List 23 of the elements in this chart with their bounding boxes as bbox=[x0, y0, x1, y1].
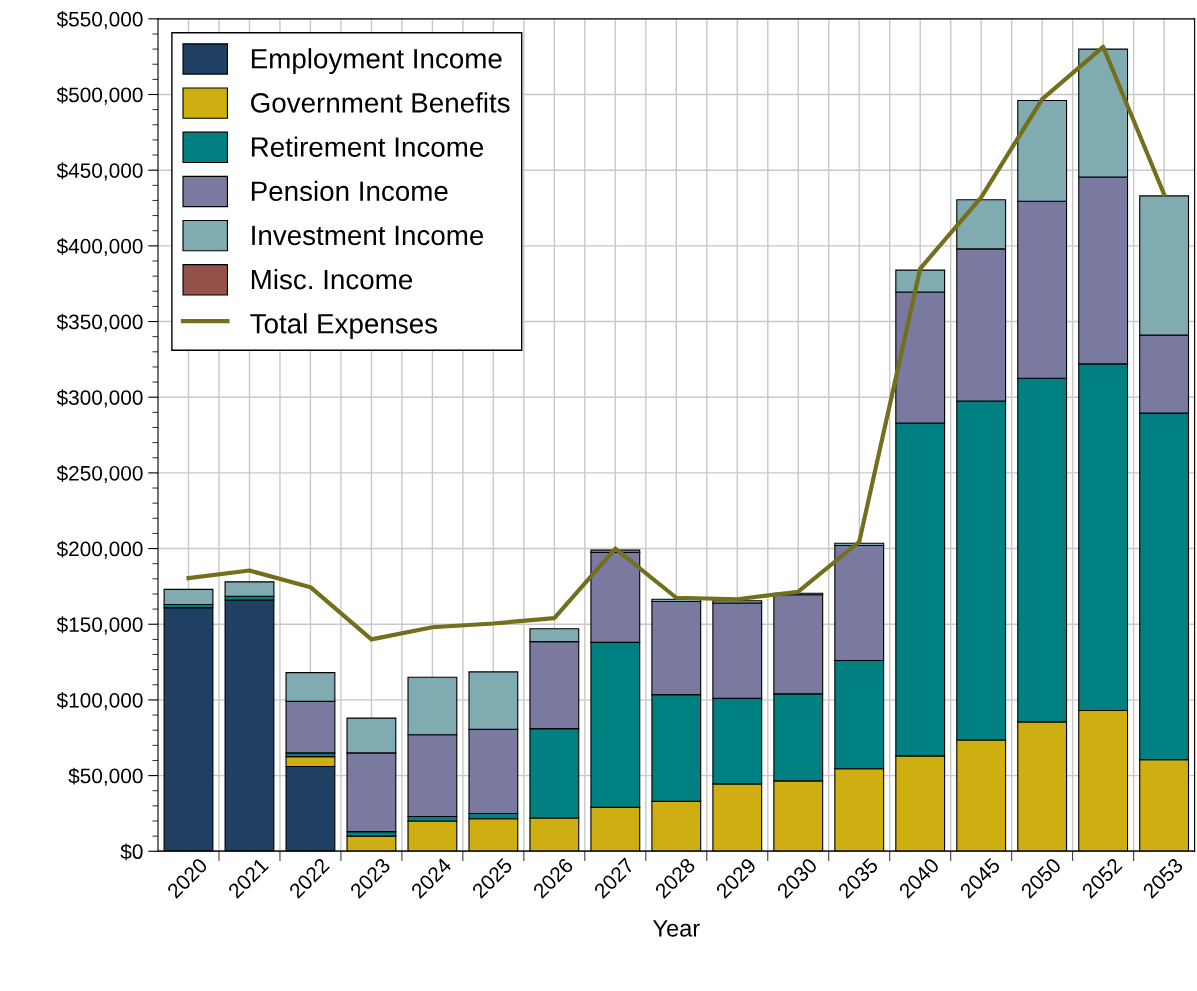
bar bbox=[163, 588, 214, 606]
y-tick-label: $350,000 bbox=[56, 313, 143, 332]
y-tick-label: $300,000 bbox=[56, 389, 143, 408]
y-tick-label: $250,000 bbox=[56, 465, 143, 484]
legend-label: Total Expenses bbox=[250, 313, 438, 340]
y-tick-label: $0 bbox=[120, 843, 143, 861]
legend-label: Retirement Income bbox=[251, 136, 484, 157]
y-tick-label: $100,000 bbox=[56, 692, 143, 711]
y-tick-label: $550,000 bbox=[56, 10, 143, 30]
y-tick-label: $200,000 bbox=[56, 540, 143, 559]
y-tick-label: $150,000 bbox=[56, 616, 143, 635]
y-tick-label: $400,000 bbox=[56, 237, 143, 257]
legend-label: Investment Income bbox=[252, 225, 484, 246]
legend-label: Misc. Income bbox=[251, 268, 413, 290]
y-tick-label: $50,000 bbox=[68, 767, 143, 786]
y-tick-label: $500,000 bbox=[56, 86, 143, 105]
legend-label: Government Benefits bbox=[251, 92, 510, 113]
y-tick-label: $450,000 bbox=[56, 162, 143, 181]
bar bbox=[224, 581, 275, 597]
line-series bbox=[186, 44, 1167, 642]
legend-label: Employment Income bbox=[251, 48, 502, 75]
legend-label: Pension Income bbox=[251, 180, 448, 202]
x-axis-title: Year bbox=[652, 920, 700, 937]
